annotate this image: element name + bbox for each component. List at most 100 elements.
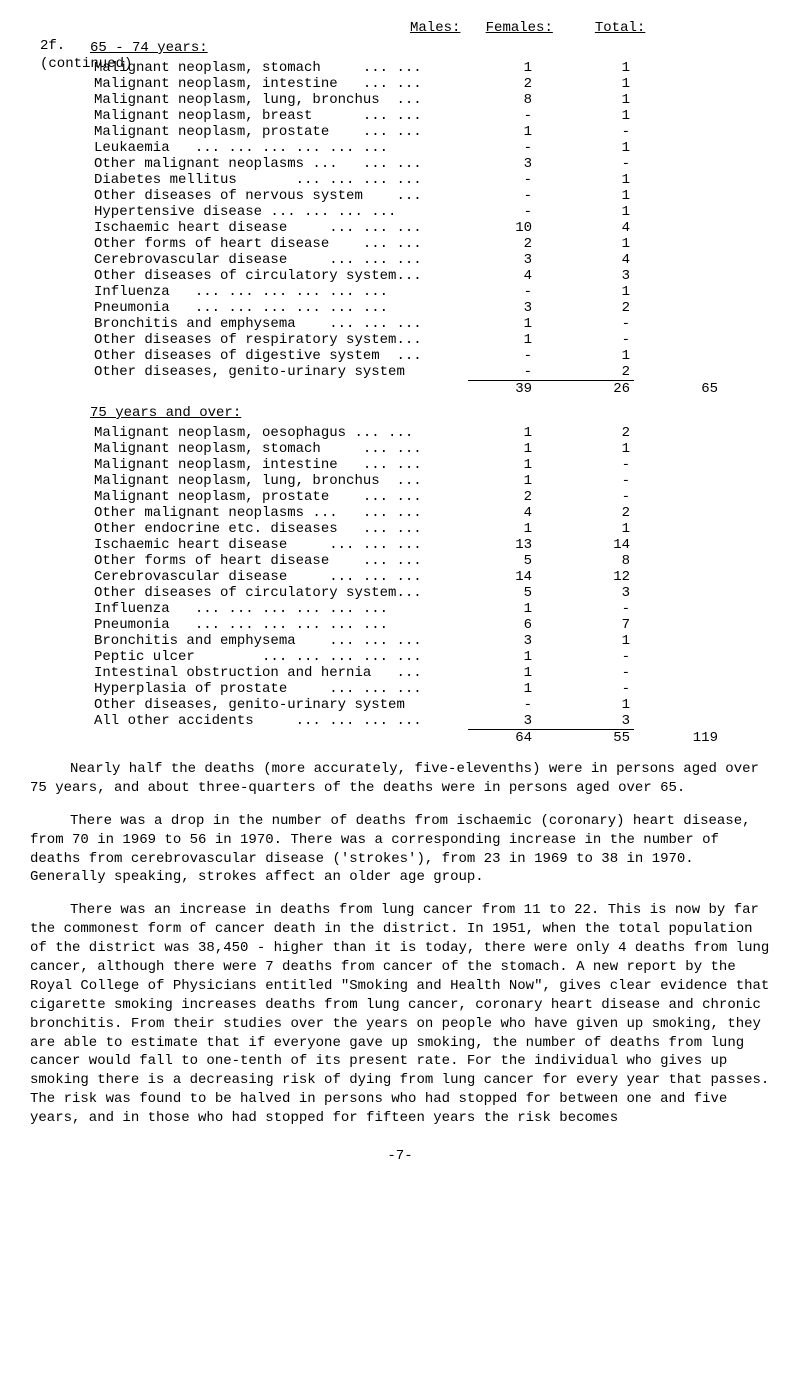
row-label: Other endocrine etc. diseases ... ... (90, 521, 468, 537)
row-total (634, 713, 722, 730)
row-label: Other diseases of respiratory system... (90, 332, 468, 348)
row-males: 5 (468, 553, 536, 569)
row-label: Ischaemic heart disease ... ... ... (90, 537, 468, 553)
row-females: - (536, 681, 634, 697)
row-total (634, 92, 722, 108)
row-males: 1 (468, 332, 536, 348)
row-total (634, 60, 722, 76)
row-females: 1 (536, 348, 634, 364)
row-males: 1 (468, 665, 536, 681)
table-row: All other accidents ... ... ... ...33 (90, 713, 722, 730)
row-females: 1 (536, 697, 634, 713)
section1-total-m: 39 (468, 381, 536, 398)
row-males: - (468, 284, 536, 300)
row-females: 3 (536, 585, 634, 601)
row-label: Malignant neoplasm, intestine ... ... (90, 76, 468, 92)
row-females: - (536, 601, 634, 617)
row-total (634, 601, 722, 617)
table-row: Leukaemia ... ... ... ... ... ...-1 (90, 140, 722, 156)
table-row: Malignant neoplasm, oesophagus ... ...12 (90, 425, 722, 441)
table-row: Malignant neoplasm, stomach ... ...11 (90, 60, 722, 76)
section1-total-row: 39 26 65 (90, 381, 722, 398)
row-total (634, 681, 722, 697)
row-females: 14 (536, 537, 634, 553)
row-males: 1 (468, 601, 536, 617)
row-females: - (536, 124, 634, 140)
row-label: Leukaemia ... ... ... ... ... ... (90, 140, 468, 156)
row-males: 6 (468, 617, 536, 633)
row-total (634, 284, 722, 300)
section2-total-row: 64 55 119 (90, 730, 722, 747)
table-row: Other diseases of nervous system ...-1 (90, 188, 722, 204)
row-label: Cerebrovascular disease ... ... ... (90, 569, 468, 585)
row-females: - (536, 489, 634, 505)
row-females: 4 (536, 252, 634, 268)
row-label: Malignant neoplasm, lung, bronchus ... (90, 473, 468, 489)
row-total (634, 172, 722, 188)
table-row: Intestinal obstruction and hernia ...1- (90, 665, 722, 681)
row-females: - (536, 473, 634, 489)
row-label: Other diseases of circulatory system... (90, 585, 468, 601)
row-label: Pneumonia ... ... ... ... ... ... (90, 300, 468, 316)
row-total (634, 220, 722, 236)
header-males: Males: (410, 20, 460, 36)
row-females: - (536, 156, 634, 172)
row-males: - (468, 188, 536, 204)
row-total (634, 697, 722, 713)
row-total (634, 332, 722, 348)
row-males: 1 (468, 457, 536, 473)
row-males: 1 (468, 60, 536, 76)
row-label: Influenza ... ... ... ... ... ... (90, 601, 468, 617)
section2-total-m: 64 (468, 730, 536, 747)
row-females: 4 (536, 220, 634, 236)
row-females: 12 (536, 569, 634, 585)
table-row: Malignant neoplasm, stomach ... ...11 (90, 441, 722, 457)
row-label: Malignant neoplasm, breast ... ... (90, 108, 468, 124)
row-label: Peptic ulcer ... ... ... ... ... (90, 649, 468, 665)
row-total (634, 441, 722, 457)
table-row: Malignant neoplasm, intestine ... ...1- (90, 457, 722, 473)
table-row: Other forms of heart disease ... ...58 (90, 553, 722, 569)
row-label: Other diseases of digestive system ... (90, 348, 468, 364)
row-total (634, 425, 722, 441)
row-males: - (468, 172, 536, 188)
row-total (634, 505, 722, 521)
row-label: Other forms of heart disease ... ... (90, 553, 468, 569)
paragraph-3: There was an increase in deaths from lun… (30, 901, 770, 1128)
row-label: Malignant neoplasm, oesophagus ... ... (90, 425, 468, 441)
row-females: 1 (536, 172, 634, 188)
row-females: - (536, 316, 634, 332)
row-label: Malignant neoplasm, stomach ... ... (90, 441, 468, 457)
row-label: Other malignant neoplasms ... ... ... (90, 505, 468, 521)
row-females: 1 (536, 92, 634, 108)
table-row: Other diseases, genito-urinary system-2 (90, 364, 722, 381)
row-females: 1 (536, 140, 634, 156)
row-males: 1 (468, 521, 536, 537)
row-females: 3 (536, 268, 634, 284)
row-males: - (468, 697, 536, 713)
section1-title: 65 - 74 years: (90, 40, 770, 56)
section1-total-t: 65 (634, 381, 722, 398)
row-males: 1 (468, 316, 536, 332)
row-males: 2 (468, 489, 536, 505)
row-label: Other diseases of nervous system ... (90, 188, 468, 204)
row-males: 1 (468, 425, 536, 441)
row-total (634, 521, 722, 537)
row-total (634, 489, 722, 505)
table-row: Diabetes mellitus ... ... ... ...-1 (90, 172, 722, 188)
row-total (634, 364, 722, 381)
row-males: - (468, 140, 536, 156)
row-total (634, 236, 722, 252)
row-label: Ischaemic heart disease ... ... ... (90, 220, 468, 236)
table-row: Pneumonia ... ... ... ... ... ...32 (90, 300, 722, 316)
row-females: 1 (536, 108, 634, 124)
section1-table: Malignant neoplasm, stomach ... ...11Mal… (90, 60, 722, 397)
table-row: Peptic ulcer ... ... ... ... ...1- (90, 649, 722, 665)
row-total (634, 156, 722, 172)
row-females: - (536, 649, 634, 665)
row-females: 1 (536, 76, 634, 92)
row-males: - (468, 364, 536, 381)
table-row: Other diseases of circulatory system...5… (90, 585, 722, 601)
row-females: 1 (536, 60, 634, 76)
section2-total-f: 55 (536, 730, 634, 747)
